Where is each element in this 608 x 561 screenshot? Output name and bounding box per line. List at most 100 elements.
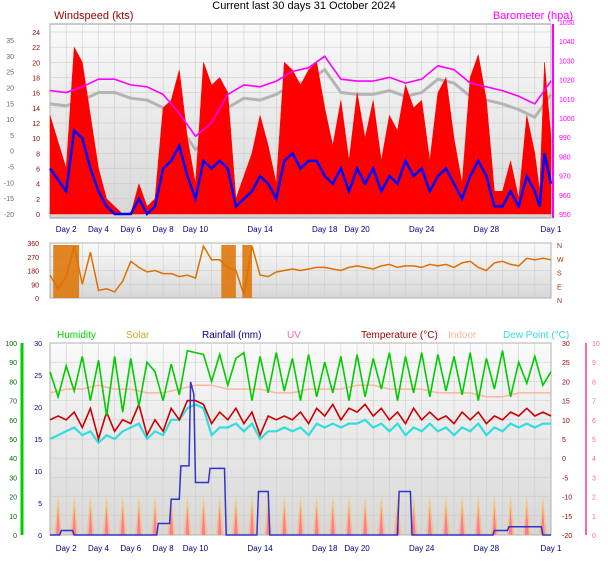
wind-y-tick: 20	[32, 60, 40, 67]
barometer-y-tick: 990	[559, 135, 571, 142]
barometer-y-tick: 1040	[559, 39, 575, 46]
legend-item: Rainfall (mm)	[202, 330, 261, 341]
humidity-y-tick: 0	[13, 533, 17, 540]
multi-x-tick: Day 2	[56, 544, 77, 553]
wind-y-tick: 12	[32, 121, 40, 128]
humidity-y-tick: 30	[9, 475, 17, 482]
wind-x-tick: Day 20	[344, 225, 370, 234]
wind-x-tick: Day 14	[247, 225, 273, 234]
temperature-y-tick: 5	[562, 437, 566, 444]
wind-x-tick: Day 24	[409, 225, 435, 234]
uv-bar	[104, 507, 109, 535]
temperature-y-tick: 10	[562, 418, 570, 425]
barometer-y-tick: 1030	[559, 58, 575, 65]
wind-x-tick: Day 8	[153, 225, 174, 234]
barometer-y-tick: 950	[559, 212, 571, 219]
wind-direction-band	[221, 245, 236, 298]
wind-y-tick: 6	[36, 167, 40, 174]
multi-x-tick: Day 10	[183, 544, 209, 553]
humidity-y-tick: 60	[9, 418, 17, 425]
wind-y-tick: 24	[32, 30, 40, 37]
uv-bar	[136, 507, 141, 535]
temperature-line	[49, 399, 552, 442]
compass-label: W	[557, 257, 564, 264]
wind-gust-area	[49, 46, 552, 215]
wind-direction-band	[53, 245, 80, 298]
wind-outer-y-tick: 0	[10, 149, 14, 156]
wind-y-tick: 0	[36, 212, 40, 219]
uv-y-tick: 5	[592, 437, 596, 444]
legend-item: UV	[287, 330, 301, 341]
legend-item: Humidity	[57, 330, 96, 341]
barometer-y-tick: 1050	[559, 20, 575, 27]
barometer-y-tick: 970	[559, 174, 571, 181]
uv-y-tick: 1	[592, 514, 596, 521]
uv-bar	[233, 507, 238, 535]
wind-x-tick: Day 1	[541, 225, 562, 234]
temperature-y-tick: 15	[562, 399, 570, 406]
multi-x-tick: Day 6	[120, 544, 141, 553]
multi-x-tick: Day 4	[88, 544, 109, 553]
rainfall-y-tick: 15	[34, 437, 42, 444]
uv-y-tick: 8	[592, 379, 596, 386]
multi-x-tick: Day 24	[409, 544, 435, 553]
uv-bar	[330, 507, 335, 535]
uv-bar	[282, 507, 287, 535]
wind-x-tick: Day 18	[312, 225, 338, 234]
rainfall-y-tick: 10	[34, 469, 42, 476]
humidity-line	[49, 349, 552, 417]
uv-bar	[314, 507, 319, 535]
rainfall-y-tick: 0	[38, 533, 42, 540]
multi-x-tick: Day 20	[344, 544, 370, 553]
uv-y-tick: 0	[592, 533, 596, 540]
barometer-y-tick: 1020	[559, 78, 575, 85]
multi-x-tick: Day 14	[247, 544, 273, 553]
uv-y-tick: 4	[592, 456, 596, 463]
uv-y-tick: 9	[592, 360, 596, 367]
wind-y-tick: 22	[32, 45, 40, 52]
compass-label: N	[557, 298, 562, 305]
wind-x-tick: Day 4	[88, 225, 109, 234]
uv-bar	[201, 507, 206, 535]
legend-item: Dew Point (°C)	[503, 330, 569, 341]
wind-outer-y-tick: 15	[6, 101, 14, 108]
barometer-y-tick: 980	[559, 154, 571, 161]
wind-y-tick: 10	[32, 136, 40, 143]
wind-x-tick: Day 2	[56, 225, 77, 234]
humidity-y-tick: 10	[9, 514, 17, 521]
wind-outer-y-tick: 30	[6, 54, 14, 61]
wind-title: Windspeed (kts)	[54, 10, 133, 22]
dewpoint-line	[49, 403, 551, 445]
wind-outer-y-tick: 25	[6, 70, 14, 77]
uv-y-tick: 6	[592, 418, 596, 425]
multi-x-tick: Day 28	[474, 544, 500, 553]
page-title: Current last 30 days 31 October 2024	[212, 0, 396, 12]
rainfall-y-tick: 25	[34, 373, 42, 380]
uv-y-tick: 10	[592, 341, 600, 348]
wind-y-tick: 14	[32, 106, 40, 113]
wind-x-tick: Day 10	[183, 225, 209, 234]
wind-direction-line	[49, 244, 552, 296]
multi-x-tick: Day 18	[312, 544, 338, 553]
uv-bar	[411, 507, 416, 535]
wind-y-tick: 4	[36, 182, 40, 189]
wind-outer-y-tick: -10	[4, 180, 14, 187]
uv-y-tick: 3	[592, 475, 596, 482]
uv-bar	[298, 507, 303, 535]
humidity-y-tick: 90	[9, 360, 17, 367]
legend-item: Solar	[126, 330, 150, 341]
uv-bar	[363, 507, 368, 535]
multi-x-tick: Day 1	[541, 544, 562, 553]
uv-bar	[346, 507, 351, 535]
direction-y-tick: 180	[27, 269, 39, 276]
uv-bar	[88, 507, 93, 535]
uv-bar	[120, 507, 125, 535]
uv-bar	[508, 507, 513, 535]
legend-item: Temperature (°C)	[361, 330, 438, 341]
uv-bar	[379, 507, 384, 535]
temperature-y-tick: -5	[562, 475, 568, 482]
temperature-y-tick: 0	[562, 456, 566, 463]
temperature-y-tick: -15	[562, 514, 572, 521]
wind-outer-y-tick: 5	[10, 133, 14, 140]
wind-outer-y-tick: 20	[6, 85, 14, 92]
